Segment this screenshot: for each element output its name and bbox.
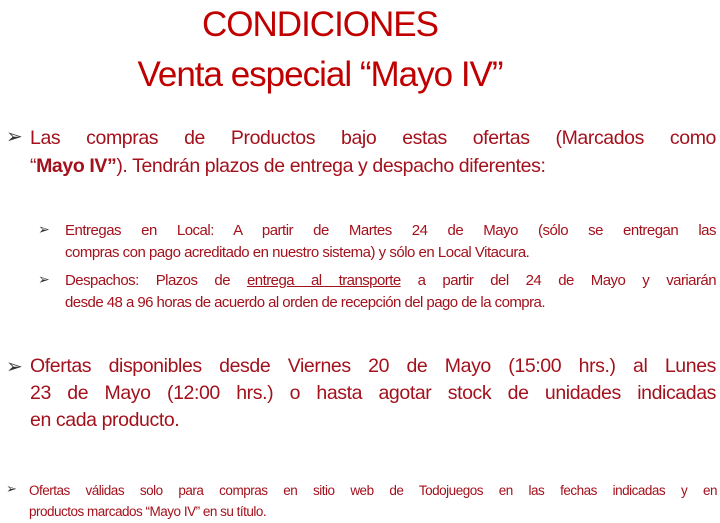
bullet-line: Ofertas disponibles desde Viernes 20 de … xyxy=(30,355,716,377)
bullet-line: compras con pago acreditado en nuestro s… xyxy=(65,244,530,261)
arrow-bullet-icon: ➢ xyxy=(38,271,50,287)
bullet-text: a partir del 24 de Mayo y variarán xyxy=(400,272,717,289)
bullet-text: Despachos: Plazos de xyxy=(65,272,247,289)
bullet-offer-dates: Ofertas disponibles desde Viernes 20 de … xyxy=(30,353,716,434)
bullet-line: Las compras de Productos bajo estas ofer… xyxy=(30,127,716,149)
bullet-validity: Ofertas válidas solo para compras en sit… xyxy=(29,480,718,522)
page-title: CONDICIONES xyxy=(202,5,439,44)
bullet-purchases: Las compras de Productos bajo estas ofer… xyxy=(30,124,716,180)
bullet-line: 23 de Mayo (12:00 hrs.) o hasta agotar s… xyxy=(30,382,716,404)
page-subtitle: Venta especial “Mayo IV” xyxy=(137,55,503,94)
arrow-bullet-icon: ➢ xyxy=(6,126,23,148)
bullet-line: “Mayo IV”). Tendrán plazos de entrega y … xyxy=(30,152,716,180)
bullet-line: Entregas en Local: A partir de Martes 24… xyxy=(65,222,717,239)
bullet-local-delivery: Entregas en Local: A partir de Martes 24… xyxy=(65,220,717,264)
bullet-text: ). Tendrán plazos de entrega y despacho … xyxy=(116,155,546,177)
bullet-line: en cada producto. xyxy=(30,409,180,431)
bullet-line: Despachos: Plazos de entrega al transpor… xyxy=(65,270,717,292)
bullet-line: Ofertas válidas solo para compras en sit… xyxy=(29,483,718,498)
underlined-text: entrega al transporte xyxy=(247,272,401,289)
bullet-shipping: Despachos: Plazos de entrega al transpor… xyxy=(65,270,717,314)
arrow-bullet-icon: ➢ xyxy=(6,356,23,378)
bullet-line: desde 48 a 96 horas de acuerdo al orden … xyxy=(65,294,546,311)
bold-label: Mayo IV” xyxy=(36,155,117,177)
bullet-line: productos marcados “Mayo IV” en su títul… xyxy=(29,504,267,519)
quote: “ xyxy=(30,155,37,177)
arrow-bullet-icon: ➢ xyxy=(38,221,50,237)
arrow-bullet-icon: ➢ xyxy=(6,481,17,496)
